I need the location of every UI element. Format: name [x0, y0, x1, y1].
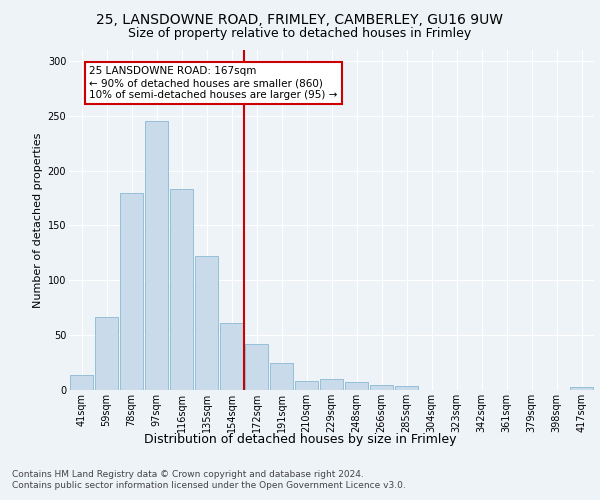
Bar: [569, 386, 593, 390]
Bar: [295, 381, 319, 390]
Bar: [370, 384, 394, 390]
Bar: [119, 192, 143, 390]
Bar: [145, 122, 169, 390]
Bar: [344, 382, 368, 390]
Text: Distribution of detached houses by size in Frimley: Distribution of detached houses by size …: [144, 432, 456, 446]
Bar: [194, 256, 218, 390]
Bar: [220, 323, 244, 390]
Text: Size of property relative to detached houses in Frimley: Size of property relative to detached ho…: [128, 28, 472, 40]
Bar: [95, 316, 118, 390]
Y-axis label: Number of detached properties: Number of detached properties: [34, 132, 43, 308]
Bar: [245, 344, 268, 390]
Bar: [170, 190, 193, 390]
Text: 25 LANSDOWNE ROAD: 167sqm
← 90% of detached houses are smaller (860)
10% of semi: 25 LANSDOWNE ROAD: 167sqm ← 90% of detac…: [89, 66, 337, 100]
Bar: [269, 362, 293, 390]
Text: Contains public sector information licensed under the Open Government Licence v3: Contains public sector information licen…: [12, 481, 406, 490]
Bar: [70, 374, 94, 390]
Text: 25, LANSDOWNE ROAD, FRIMLEY, CAMBERLEY, GU16 9UW: 25, LANSDOWNE ROAD, FRIMLEY, CAMBERLEY, …: [97, 12, 503, 26]
Bar: [395, 386, 418, 390]
Bar: [320, 379, 343, 390]
Text: Contains HM Land Registry data © Crown copyright and database right 2024.: Contains HM Land Registry data © Crown c…: [12, 470, 364, 479]
